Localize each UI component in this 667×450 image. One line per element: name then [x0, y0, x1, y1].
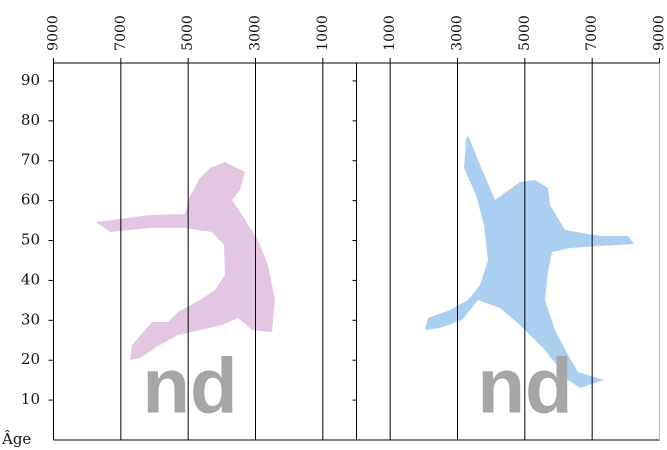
x-tick-label: 7000 — [584, 15, 600, 51]
y-tick-label: 30 — [21, 310, 40, 328]
x-tick-label: 1000 — [315, 15, 331, 51]
no-data-label: nd — [142, 342, 237, 430]
silhouette-female — [96, 162, 275, 360]
y-tick-label: 40 — [21, 270, 40, 288]
y-tick-label: 70 — [21, 151, 40, 169]
y-tick-label: 10 — [21, 390, 40, 408]
x-tick-label: 9000 — [652, 15, 667, 51]
x-tick-label: 9000 — [46, 15, 62, 51]
y-tick-label: 50 — [21, 231, 40, 249]
x-tick-label: 5000 — [180, 15, 196, 51]
x-tick-label: 3000 — [450, 15, 466, 51]
x-tick-label: 1000 — [382, 15, 398, 51]
no-data-label: nd — [477, 342, 572, 430]
y-tick-label: 20 — [21, 350, 40, 368]
y-tick-label: 80 — [21, 111, 40, 129]
x-tick-label: 7000 — [113, 15, 129, 51]
x-tick-label: 3000 — [248, 15, 264, 51]
y-axis-label: Âge — [1, 430, 31, 448]
y-tick-label: 90 — [21, 71, 40, 89]
x-tick-label: 5000 — [517, 15, 533, 51]
y-tick-label: 60 — [21, 191, 40, 209]
silhouette-male — [425, 135, 634, 388]
